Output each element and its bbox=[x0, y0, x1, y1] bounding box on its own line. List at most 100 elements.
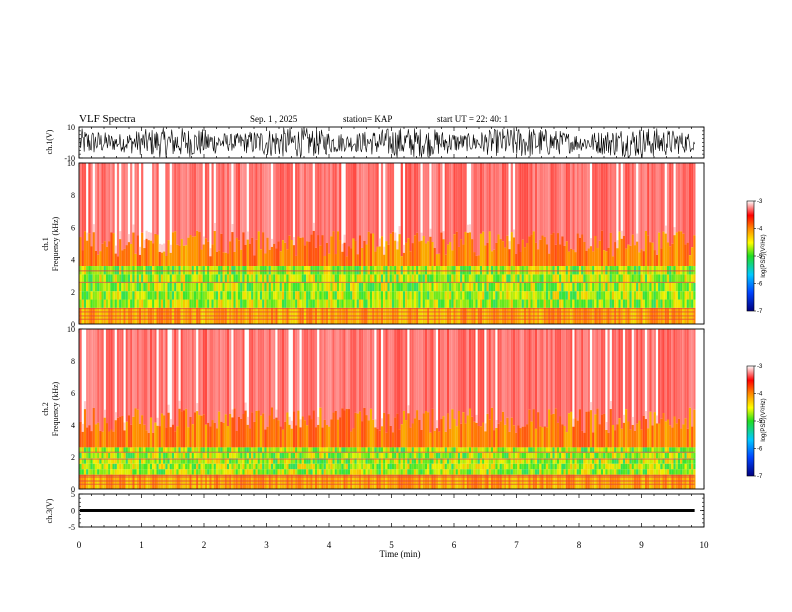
ch1-spectrogram-cell bbox=[310, 274, 313, 283]
ch1-spectrogram-cell bbox=[255, 282, 258, 292]
ch2-spectrogram-cell bbox=[86, 452, 89, 459]
ch1-spectrogram-cell bbox=[530, 163, 533, 235]
ch2-spectrogram-cell bbox=[235, 430, 238, 448]
ch2-spectrogram-cell bbox=[213, 329, 216, 423]
ch1-spectrogram-cell bbox=[220, 266, 223, 275]
ch2-spectrogram-cell bbox=[378, 458, 381, 464]
ch2-spectrogram-cell bbox=[319, 452, 322, 459]
ch1-spectrogram-cell bbox=[475, 163, 478, 256]
ch2-spectrogram-cell bbox=[479, 469, 483, 475]
ch2-spectrogram-cell bbox=[119, 469, 122, 475]
ch2-spectrogram-cell bbox=[664, 458, 667, 464]
ch2-spectrogram-cell bbox=[510, 452, 513, 459]
ch1-spectrogram-cell bbox=[501, 282, 505, 292]
ch2-spectrogram-cell bbox=[387, 474, 390, 489]
ch1-spectrogram-cell bbox=[574, 282, 577, 292]
ch2-spectrogram-cell bbox=[233, 463, 236, 470]
ch2-spectrogram-cell bbox=[574, 329, 577, 419]
ch2-spectrogram-cell bbox=[81, 474, 84, 489]
ch2-spectrogram-cell bbox=[523, 474, 527, 489]
ch1-spectrogram-cell bbox=[240, 163, 243, 250]
ch1-spectrogram-cell bbox=[433, 274, 436, 283]
ch2-spectrogram-cell bbox=[680, 458, 683, 464]
ch2-spectrogram-cell bbox=[633, 474, 637, 489]
ch1-spectrogram-cell bbox=[83, 291, 87, 300]
ch1-spectrogram-cell bbox=[554, 282, 557, 292]
ch1-spectrogram-cell bbox=[673, 282, 676, 292]
ch1-spectrogram-cell bbox=[94, 291, 98, 300]
ch2-spectrogram-cell bbox=[598, 469, 601, 475]
ch1-spectrogram-cell bbox=[429, 291, 432, 300]
ch1-spectrogram-cell bbox=[185, 274, 188, 283]
ch1-spectrogram-cell bbox=[510, 299, 513, 308]
ch2-spectrogram-cell bbox=[398, 429, 401, 448]
ch1-spectrogram-cell bbox=[464, 299, 467, 308]
ch1-spectrogram-cell bbox=[229, 299, 232, 308]
ch1-spectrogram-cell bbox=[319, 282, 322, 292]
ch1-spectrogram-cell bbox=[391, 299, 395, 308]
ch2-spectrogram-cell bbox=[501, 452, 505, 459]
ch2-spectrogram-cell bbox=[171, 469, 175, 475]
ch2-spectrogram-cell bbox=[477, 329, 480, 426]
ch2-spectrogram-cell bbox=[596, 469, 599, 475]
ch1-spectrogram-cell bbox=[259, 163, 263, 250]
ch2-spectrogram-cell bbox=[224, 452, 227, 459]
ch2-spectrogram-cell bbox=[81, 463, 84, 470]
ch1-spectrogram-cell bbox=[202, 244, 205, 267]
ch1-spectrogram-cell bbox=[354, 299, 357, 308]
ch1-spectrogram-cell bbox=[108, 299, 111, 308]
ch2-spectrogram-cell bbox=[521, 474, 524, 489]
ch2-spectrogram-cell bbox=[682, 329, 685, 425]
ch2-spectrogram-cell bbox=[477, 447, 480, 453]
ch2-spectrogram-cell bbox=[198, 474, 201, 489]
ch2-spectrogram-cell bbox=[446, 469, 450, 475]
ch1-spectrogram-cell bbox=[218, 282, 221, 292]
ch2-spectrogram-cell bbox=[605, 458, 608, 464]
ch1-spectrogram-cell bbox=[455, 274, 458, 283]
ch2-spectrogram-cell bbox=[554, 458, 557, 464]
ch2-spectrogram-cell bbox=[200, 463, 203, 470]
ch1-spectrogram-cell bbox=[163, 251, 166, 267]
ch2-spectrogram-cell bbox=[275, 417, 278, 448]
ch1-spectrogram-cell bbox=[222, 282, 225, 292]
ch2-spectrogram-cell bbox=[123, 447, 126, 453]
ch2-spectrogram-cell bbox=[231, 463, 234, 470]
ch1-spectrogram-cell bbox=[506, 291, 509, 300]
ch2-spectrogram-cell bbox=[253, 469, 256, 475]
ch2-spectrogram-cell bbox=[253, 474, 256, 489]
ch2-spectrogram-cell bbox=[523, 452, 527, 459]
ch1-spectrogram-cell bbox=[244, 266, 247, 275]
ch2-spectrogram-cell bbox=[570, 463, 573, 470]
ch2-spectrogram-cell bbox=[317, 452, 320, 459]
ch1-spectrogram-cell bbox=[339, 274, 342, 283]
ch2-spectrogram-cell bbox=[451, 458, 454, 464]
ch1-spectrogram-cell bbox=[268, 282, 271, 292]
ch2-spectrogram-cell bbox=[246, 424, 249, 448]
ch1-spectrogram-cell bbox=[231, 282, 234, 292]
ch2-spectrogram-cell bbox=[490, 447, 494, 453]
ch1-spectrogram-cell bbox=[488, 163, 491, 232]
ch1-spectrogram-cell bbox=[224, 252, 227, 267]
ch2-spectrogram-cell bbox=[387, 463, 390, 470]
ch2-spectrogram-cell bbox=[92, 407, 95, 448]
ch2-spectrogram-cell bbox=[475, 458, 478, 464]
ch2-spectrogram-cell bbox=[587, 463, 590, 470]
ch1-spectrogram-cell bbox=[530, 234, 533, 267]
ch1-spectrogram-cell bbox=[196, 299, 199, 308]
ch1-spectrogram-cell bbox=[255, 163, 258, 240]
ch2-spectrogram-cell bbox=[123, 458, 126, 464]
ch1-spectrogram-cell bbox=[295, 282, 298, 292]
ch1-spectrogram-cell bbox=[365, 274, 368, 283]
ch1-spectrogram-cell bbox=[609, 291, 612, 300]
ch1-spectrogram-cell bbox=[636, 274, 639, 283]
ch1-spectrogram-cell bbox=[345, 256, 348, 267]
ch1-spectrogram-cell bbox=[455, 163, 458, 232]
ch1-spectrogram-cell bbox=[378, 299, 381, 308]
ch1-spectrogram-cell bbox=[343, 299, 346, 308]
ch2-spectrogram-cell bbox=[539, 463, 542, 470]
ch2-spectrogram-cell bbox=[561, 463, 564, 470]
ch2-spectrogram-cell bbox=[508, 431, 511, 448]
ch1-spectrogram-cell bbox=[609, 299, 612, 308]
ch1-spectrogram-cell bbox=[405, 291, 408, 300]
ch2-spectrogram-cell bbox=[640, 474, 643, 489]
